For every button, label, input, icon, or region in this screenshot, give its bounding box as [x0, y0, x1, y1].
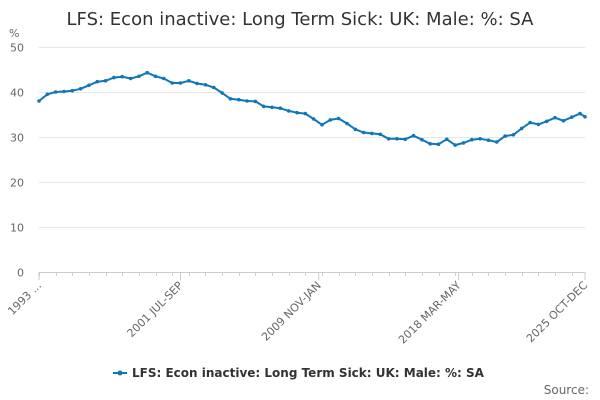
data-point[interactable] [411, 133, 416, 138]
y-tick-label: 30 [10, 132, 24, 145]
data-point[interactable] [420, 137, 424, 142]
data-point[interactable] [370, 131, 374, 136]
data-point[interactable] [253, 99, 258, 104]
data-point[interactable] [486, 138, 491, 142]
data-point[interactable] [578, 111, 582, 116]
x-tick-label: 2018 MAR-MAY [396, 279, 464, 347]
data-point[interactable] [519, 126, 524, 131]
data-point[interactable] [187, 79, 191, 83]
data-point[interactable] [361, 130, 366, 135]
data-point[interactable] [203, 83, 208, 87]
data-point[interactable] [261, 104, 266, 109]
y-tick-labels: 0 10 20 30 40 50 [10, 42, 24, 280]
data-point[interactable] [311, 117, 316, 121]
data-point[interactable] [286, 109, 291, 113]
y-tick-label: 20 [10, 177, 24, 190]
data-point[interactable] [87, 83, 91, 88]
data-point[interactable] [295, 110, 299, 115]
y-tick-label: 0 [17, 267, 24, 280]
data-point[interactable] [583, 115, 587, 119]
legend[interactable]: LFS: Econ inactive: Long Term Sick: UK: … [113, 366, 485, 380]
data-point[interactable] [328, 118, 333, 122]
data-point[interactable] [503, 134, 507, 138]
data-point[interactable] [95, 79, 100, 84]
data-point[interactable] [478, 137, 482, 141]
data-point[interactable] [353, 127, 358, 132]
legend-swatch-marker [117, 370, 123, 376]
data-point[interactable] [270, 105, 274, 110]
x-tick-label: 2009 NOV-JAN [259, 279, 324, 344]
gridlines [39, 47, 585, 228]
data-point[interactable] [45, 92, 50, 97]
series-line[interactable] [38, 71, 586, 147]
data-point[interactable] [137, 74, 141, 79]
data-point[interactable] [162, 76, 166, 81]
data-point[interactable] [386, 137, 391, 141]
data-point[interactable] [178, 81, 183, 85]
data-point[interactable] [378, 132, 383, 137]
data-point[interactable] [303, 111, 308, 116]
data-point[interactable] [112, 75, 116, 80]
data-point[interactable] [428, 142, 433, 146]
data-point[interactable] [228, 97, 233, 101]
y-tick-label: 40 [10, 87, 24, 100]
data-point[interactable] [345, 121, 349, 126]
data-point[interactable] [170, 81, 174, 85]
data-point[interactable] [495, 140, 499, 144]
data-point[interactable] [153, 74, 158, 79]
y-tick-label: 50 [10, 42, 24, 55]
data-point[interactable] [78, 87, 83, 91]
data-point[interactable] [470, 137, 474, 142]
y-tick-label: 10 [10, 222, 24, 235]
data-point[interactable] [237, 97, 241, 102]
data-point[interactable] [37, 99, 41, 103]
data-point[interactable] [220, 91, 224, 95]
data-point[interactable] [336, 116, 341, 121]
data-point[interactable] [445, 137, 449, 142]
data-point[interactable] [528, 120, 532, 125]
data-point[interactable] [511, 133, 516, 137]
x-ticks: 1993 ... 2001 JUL-SEP 2009 NOV-JAN 2018 MAR… [5, 272, 590, 347]
data-point[interactable] [544, 119, 549, 124]
data-point[interactable] [70, 88, 75, 93]
data-point[interactable] [128, 76, 133, 81]
series-layer [37, 70, 587, 147]
data-point[interactable] [553, 115, 557, 120]
data-point[interactable] [453, 143, 458, 147]
data-point[interactable] [103, 79, 108, 83]
data-point[interactable] [62, 89, 66, 94]
data-point[interactable] [536, 122, 541, 127]
x-tick-label: 1993 ... [5, 279, 44, 318]
x-tick-label: 2001 JUL-SEP [125, 279, 186, 340]
data-point[interactable] [195, 81, 199, 86]
x-tick-label: 2025 OCT-DEC [524, 279, 590, 345]
data-point[interactable] [561, 119, 566, 123]
data-point[interactable] [278, 106, 283, 110]
data-point[interactable] [212, 85, 216, 90]
y-axis-label: % [9, 27, 19, 40]
source-label: Source: [544, 383, 589, 397]
data-point[interactable] [320, 123, 324, 127]
data-point[interactable] [569, 115, 574, 119]
data-point[interactable] [436, 142, 441, 146]
data-point[interactable] [120, 74, 124, 79]
data-point[interactable] [145, 70, 149, 75]
data-point[interactable] [245, 99, 249, 103]
data-point[interactable] [53, 90, 58, 94]
data-point[interactable] [461, 141, 466, 145]
legend-label: LFS: Econ inactive: Long Term Sick: UK: … [132, 366, 485, 380]
data-point[interactable] [403, 137, 408, 142]
chart-title: LFS: Econ inactive: Long Term Sick: UK: … [67, 9, 535, 30]
data-point[interactable] [395, 137, 399, 141]
